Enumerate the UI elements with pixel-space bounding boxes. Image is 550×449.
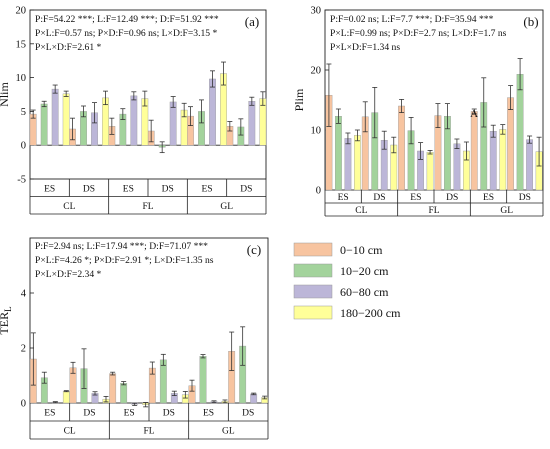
x-tick-label: ES — [201, 184, 212, 194]
panel-label: (c) — [247, 242, 261, 257]
group-label: FL — [428, 206, 439, 216]
stats-line: P×L:F=0.99 ns; P×D:F=2.7 ns; L×D:F=1.7 n… — [330, 28, 507, 39]
x-tick-label: DS — [242, 409, 254, 419]
bar — [62, 390, 70, 404]
bar — [507, 97, 514, 191]
stats-line: P×L:F=0.57 ns; P×D:F=0.96 ns; L×D:F=3.15… — [35, 28, 217, 39]
x-tick-label: DS — [162, 184, 174, 194]
group-label: GL — [500, 206, 513, 216]
stats-line: P:F=54.22 ***; L:F=12.49 ***; D:F=51.92 … — [35, 14, 219, 25]
y-tick-label: 0 — [316, 186, 321, 197]
x-tick-label: ES — [410, 193, 421, 203]
legend-label: 60−80 cm — [340, 285, 389, 299]
group-label: FL — [143, 427, 154, 437]
y-tick-label: 0 — [21, 141, 26, 152]
bar — [489, 130, 497, 191]
x-tick-label: DS — [83, 409, 95, 419]
x-tick-label: DS — [446, 193, 458, 203]
y-tick-label: 10 — [16, 73, 27, 84]
group-label: GL — [222, 427, 235, 437]
stats-line: P×L×D:F=2.34 * — [35, 269, 102, 280]
x-tick-label: DS — [240, 184, 252, 194]
bar — [29, 113, 37, 146]
group-label: FL — [142, 202, 153, 212]
y-tick-label: 10 — [311, 126, 322, 137]
panel-label: (b) — [523, 14, 538, 29]
bar — [516, 73, 524, 191]
legend-swatch — [293, 284, 333, 299]
y-axis-label-subscript: L — [3, 306, 13, 312]
y-tick-label: 0 — [21, 399, 26, 410]
bar — [335, 115, 342, 191]
y-axis-label: Nlim — [0, 82, 11, 107]
legend-label: 0−10 cm — [340, 243, 383, 257]
y-tick-label: -5 — [17, 175, 26, 186]
bar — [426, 151, 434, 191]
bar — [453, 143, 461, 191]
x-tick-label: DS — [373, 193, 385, 203]
x-tick-label: ES — [124, 409, 135, 419]
legend-swatch — [293, 305, 333, 320]
y-axis-label-text: Nlim — [0, 82, 11, 107]
bar — [470, 111, 478, 191]
bar — [109, 373, 117, 404]
y-tick-label: 20 — [16, 6, 27, 17]
bar — [526, 139, 533, 191]
x-tick-label: DS — [519, 193, 531, 203]
bar — [169, 101, 177, 146]
panel-a: -5 0 5 10 15 20 Nlim ES DS ES DS ES DS CL FL GL P:F=54.2… — [0, 6, 267, 215]
bar — [398, 105, 405, 191]
x-tick-label: ES — [338, 193, 349, 203]
stats-line: P:F=0.02 ns; L:F=7.7 ***; D:F=35.94 *** — [330, 14, 494, 25]
x-tick-label: DS — [163, 409, 175, 419]
bar — [209, 78, 216, 146]
bar — [120, 383, 128, 404]
legend-label: 180−200 cm — [340, 306, 401, 320]
group-label: CL — [64, 427, 76, 437]
y-tick-label: 2 — [21, 344, 26, 355]
legend-swatch — [293, 263, 333, 278]
annotation: A — [470, 108, 478, 120]
stats-line: P×L×D:F=1.34 ns — [330, 42, 400, 53]
x-tick-label: ES — [123, 184, 134, 194]
bar — [499, 129, 507, 191]
bar — [51, 88, 59, 146]
x-tick-label: ES — [203, 409, 214, 419]
x-tick-label: ES — [44, 409, 55, 419]
stats-line: P:F=2.94 ns; L:F=17.94 ***; D:F=71.07 **… — [35, 241, 208, 252]
stats-line: P×L×D:F=2.61 * — [35, 42, 102, 53]
x-tick-label: ES — [44, 184, 55, 194]
bar — [159, 359, 167, 404]
y-tick-label: 4 — [21, 289, 27, 300]
legend-swatch — [293, 242, 333, 257]
bar — [130, 95, 138, 146]
panel-b: 0 10 20 30 Plim ES DS ES DS ES DS CL FL GL P:F=0.02 ns… — [292, 6, 544, 217]
group-label: GL — [220, 202, 233, 212]
y-tick-label: 15 — [16, 39, 27, 50]
y-tick-label: 20 — [311, 66, 322, 77]
y-axis-label: Plim — [292, 88, 306, 111]
bar — [250, 393, 258, 404]
stats-line: P×L:F=4.26 *; P×D:F=2.91 *; L×D:F=1.35 n… — [35, 255, 214, 266]
y-tick-label: 5 — [21, 107, 26, 118]
x-tick-label: DS — [83, 184, 95, 194]
bar — [199, 356, 207, 404]
bar — [248, 101, 256, 146]
panel-label: (a) — [245, 14, 259, 29]
y-axis-label: TERL — [0, 306, 13, 334]
group-label: CL — [355, 206, 367, 216]
panel-c: 0 2 4 TERL ES DS ES DS ES DS CL FL GL P:F=2.94 ns; L:… — [0, 237, 269, 440]
group-label: CL — [63, 202, 75, 212]
bar — [344, 138, 352, 191]
legend-label: 10−20 cm — [340, 264, 389, 278]
y-tick-label: 30 — [311, 6, 322, 17]
bar — [62, 93, 70, 146]
x-tick-label: ES — [483, 193, 494, 203]
bar — [40, 103, 48, 146]
legend: 0−10 cm 10−20 cm 60−80 cm 180−200 cm — [293, 242, 401, 320]
y-axis-label-text: TER — [0, 312, 11, 335]
bar — [354, 135, 361, 191]
y-axis-label-text: Plim — [292, 88, 306, 111]
